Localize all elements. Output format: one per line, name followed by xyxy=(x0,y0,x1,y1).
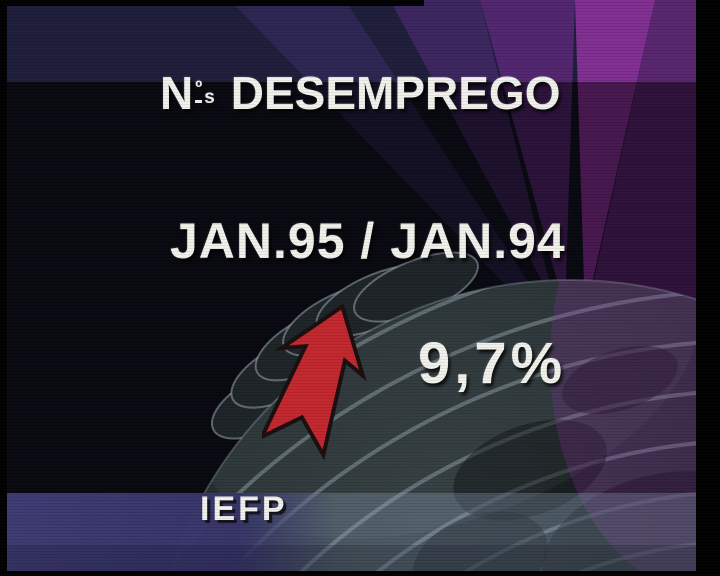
bottom-band xyxy=(7,493,696,572)
comparison-period: JAN.95 / JAN.94 xyxy=(170,213,566,269)
title-word: DESEMPREGO xyxy=(230,67,561,119)
title-n: N xyxy=(160,67,194,119)
source-label: IEFP xyxy=(200,490,288,528)
title-ordinal: º xyxy=(195,78,203,103)
title-s: s xyxy=(204,87,215,108)
percentage-value: 9,7% xyxy=(418,331,567,396)
up-arrow-icon xyxy=(262,303,367,461)
